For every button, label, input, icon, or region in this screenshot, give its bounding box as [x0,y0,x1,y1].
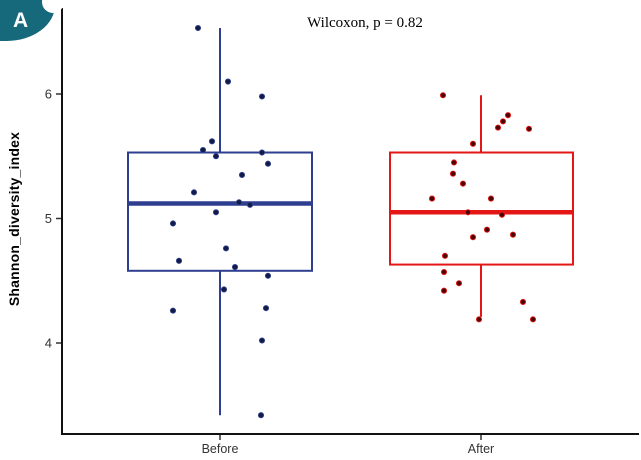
data-point [190,189,198,196]
data-point [525,125,533,132]
data-point [231,264,239,271]
data-point [529,316,537,323]
data-point [264,160,272,167]
data-point [258,93,266,100]
data-point [208,138,216,145]
data-point [464,209,472,216]
data-point [246,201,254,208]
data-point [469,234,477,241]
data-point [441,252,449,259]
data-point [449,170,457,177]
y-tick-label: 4 [45,336,52,351]
data-point [212,209,220,216]
data-point [487,195,495,202]
data-point [439,92,447,99]
data-point [194,24,202,32]
data-point [455,280,463,287]
data-point [440,287,448,294]
data-point [440,268,448,276]
y-axis-title: Shannon_diversity_index [6,131,22,307]
data-point [257,412,265,419]
panel-label-letter: A [13,9,29,32]
data-point [224,78,232,85]
data-point [222,245,230,252]
data-point [238,171,246,178]
data-point [264,272,272,279]
data-point [509,231,517,238]
data-point [175,257,183,264]
data-point [519,298,527,305]
data-point [258,149,266,156]
data-point [494,124,502,131]
chart-annotation: Wilcoxon, p = 0.82 [307,15,423,31]
data-point [469,140,477,147]
data-point [499,118,507,125]
y-tick-label: 6 [45,87,52,102]
data-point [169,220,177,227]
data-point [504,112,512,119]
data-point [258,337,266,344]
data-point [262,305,270,312]
data-point [428,195,436,202]
data-point [235,199,243,206]
x-category-label: Before [202,442,239,456]
iqr-box [127,151,313,272]
x-category-label: After [468,442,494,456]
data-point [169,307,177,314]
data-point [459,180,467,187]
data-point [450,159,458,166]
data-point [483,226,491,233]
data-point [212,153,220,160]
iqr-box [389,151,574,266]
data-point [220,286,228,293]
data-point [498,211,506,218]
y-tick-label: 5 [45,211,52,226]
data-point [199,146,207,154]
data-point [475,316,483,323]
